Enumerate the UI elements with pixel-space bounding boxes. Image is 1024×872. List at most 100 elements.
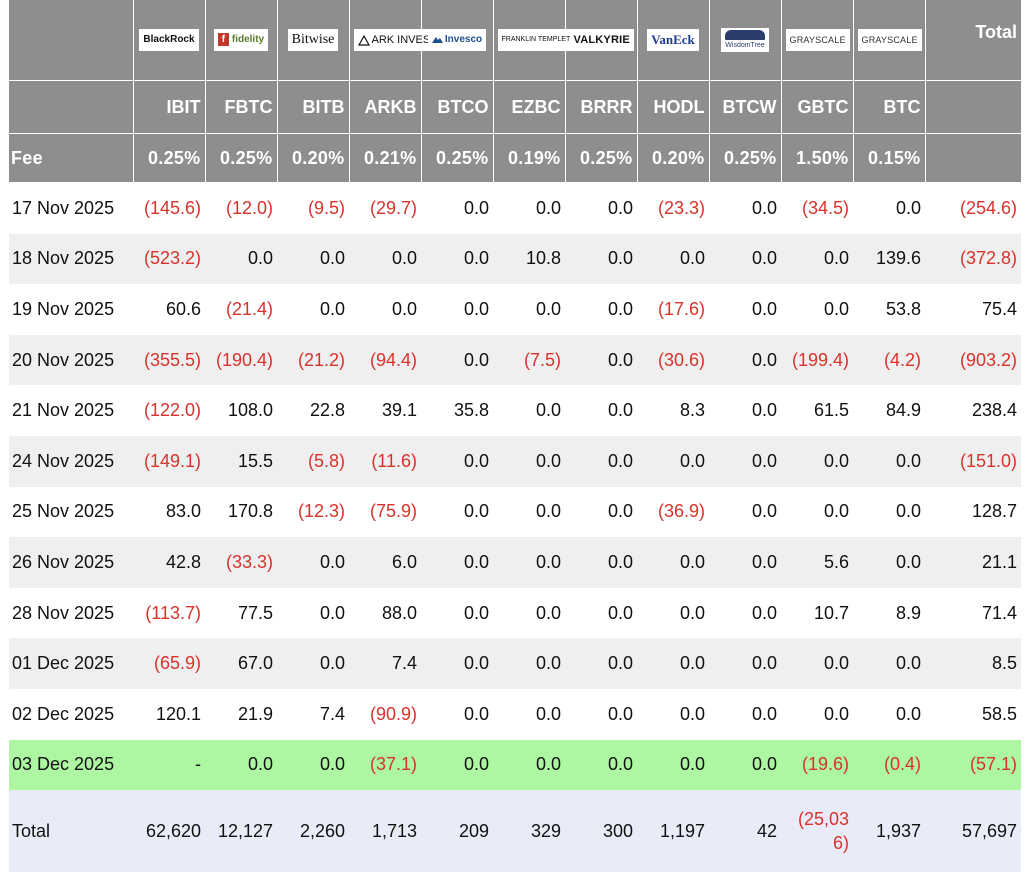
flow-cell: 108.0	[205, 385, 277, 436]
logo-cell: FRANKLIN TEMPLETON	[493, 0, 565, 81]
flow-cell: 84.9	[853, 385, 925, 436]
fidelity-logo-text: fidelity	[232, 34, 264, 45]
logo-cell: BlackRock	[133, 0, 205, 81]
flow-cell: 0.0	[421, 183, 493, 234]
blackrock-logo: BlackRock	[139, 29, 198, 51]
flow-cell: 0.0	[493, 487, 565, 538]
row-total: 58.5	[925, 689, 1021, 740]
invesco-logo: Invesco	[428, 29, 486, 51]
logo-cell: VanEck	[637, 0, 709, 81]
flow-cell: 0.0	[781, 638, 853, 689]
flow-cell: 120.1	[133, 689, 205, 740]
flow-cell: 0.0	[781, 689, 853, 740]
grayscale-logo: GRAYSCALE	[786, 29, 850, 51]
flow-cell: (9.5)	[277, 183, 349, 234]
logo-cell: Bitwise	[277, 0, 349, 81]
flow-cell: 5.6	[781, 537, 853, 588]
row-date: 02 Dec 2025	[9, 689, 133, 740]
flow-cell: (355.5)	[133, 335, 205, 386]
flow-cell: 139.6	[853, 234, 925, 285]
flow-cell: 35.8	[421, 385, 493, 436]
total-cell: 2,260	[277, 790, 349, 872]
flow-cell: 7.4	[277, 689, 349, 740]
flow-cell: (29.7)	[349, 183, 421, 234]
flow-cell: (11.6)	[349, 436, 421, 487]
total-cell: 1,713	[349, 790, 421, 872]
row-date: 25 Nov 2025	[9, 487, 133, 538]
flow-cell: 0.0	[421, 487, 493, 538]
fee-label: Fee	[9, 134, 133, 183]
flow-cell: 83.0	[133, 487, 205, 538]
flow-cell: 0.0	[565, 588, 637, 639]
valkyrie-logo: VALKYRIE	[570, 29, 634, 51]
row-date: 17 Nov 2025	[9, 183, 133, 234]
flow-cell: 0.0	[493, 436, 565, 487]
flow-cell: 0.0	[781, 487, 853, 538]
fee-cell: 0.25%	[133, 134, 205, 183]
flow-cell: -	[133, 740, 205, 791]
flow-cell: 0.0	[709, 234, 781, 285]
flow-cell: 0.0	[277, 638, 349, 689]
ticker-header: GBTC	[781, 81, 853, 134]
flow-cell: 0.0	[421, 335, 493, 386]
flow-cell: 0.0	[421, 284, 493, 335]
flow-cell: (199.4)	[781, 335, 853, 386]
ticker-header: BRRR	[565, 81, 637, 134]
row-date: 19 Nov 2025	[9, 284, 133, 335]
flow-cell: 0.0	[853, 183, 925, 234]
flow-cell: (23.3)	[637, 183, 709, 234]
flow-cell: 0.0	[853, 487, 925, 538]
logo-cell: ARK INVEST	[349, 0, 421, 81]
ticker-header: EZBC	[493, 81, 565, 134]
logo-cell: Invesco	[421, 0, 493, 81]
fee-cell: 0.25%	[205, 134, 277, 183]
ticker-header: IBIT	[133, 81, 205, 134]
flow-cell: (75.9)	[349, 487, 421, 538]
logo-cell: VALKYRIE	[565, 0, 637, 81]
flow-cell: (33.3)	[205, 537, 277, 588]
ticker-row: IBIT FBTC BITB ARKB BTCO EZBC BRRR HODL …	[9, 81, 1021, 134]
flow-cell: 0.0	[709, 487, 781, 538]
flow-cell: (113.7)	[133, 588, 205, 639]
flow-cell: (4.2)	[853, 335, 925, 386]
flow-cell: 67.0	[205, 638, 277, 689]
flow-cell: 0.0	[637, 689, 709, 740]
fee-cell: 0.20%	[277, 134, 349, 183]
fee-cell: 0.25%	[421, 134, 493, 183]
flow-cell: 0.0	[493, 588, 565, 639]
flow-cell: 0.0	[493, 537, 565, 588]
fidelity-mark-icon: f	[218, 33, 229, 46]
flow-cell: 60.6	[133, 284, 205, 335]
ark-triangle-icon	[358, 35, 370, 46]
flow-cell: 0.0	[709, 183, 781, 234]
total-cell: 12,127	[205, 790, 277, 872]
row-date: 24 Nov 2025	[9, 436, 133, 487]
flow-cell: 0.0	[421, 588, 493, 639]
flow-cell: 0.0	[565, 638, 637, 689]
flow-cell: (12.0)	[205, 183, 277, 234]
row-total: 128.7	[925, 487, 1021, 538]
flow-cell: (65.9)	[133, 638, 205, 689]
total-column-header: Total	[925, 0, 1021, 81]
flow-cell: (0.4)	[853, 740, 925, 791]
flow-cell: 42.8	[133, 537, 205, 588]
ticker-header: BTCO	[421, 81, 493, 134]
flow-cell: 7.4	[349, 638, 421, 689]
fee-cell: 0.15%	[853, 134, 925, 183]
flow-cell: 170.8	[205, 487, 277, 538]
flow-cell: (19.6)	[781, 740, 853, 791]
flow-cell: 77.5	[205, 588, 277, 639]
flow-cell: 0.0	[205, 234, 277, 285]
flow-cell: 0.0	[565, 335, 637, 386]
ticker-header: FBTC	[205, 81, 277, 134]
flow-cell: 0.0	[277, 284, 349, 335]
invesco-mountain-icon	[432, 35, 443, 43]
ticker-header: BTCW	[709, 81, 781, 134]
row-date: 21 Nov 2025	[9, 385, 133, 436]
